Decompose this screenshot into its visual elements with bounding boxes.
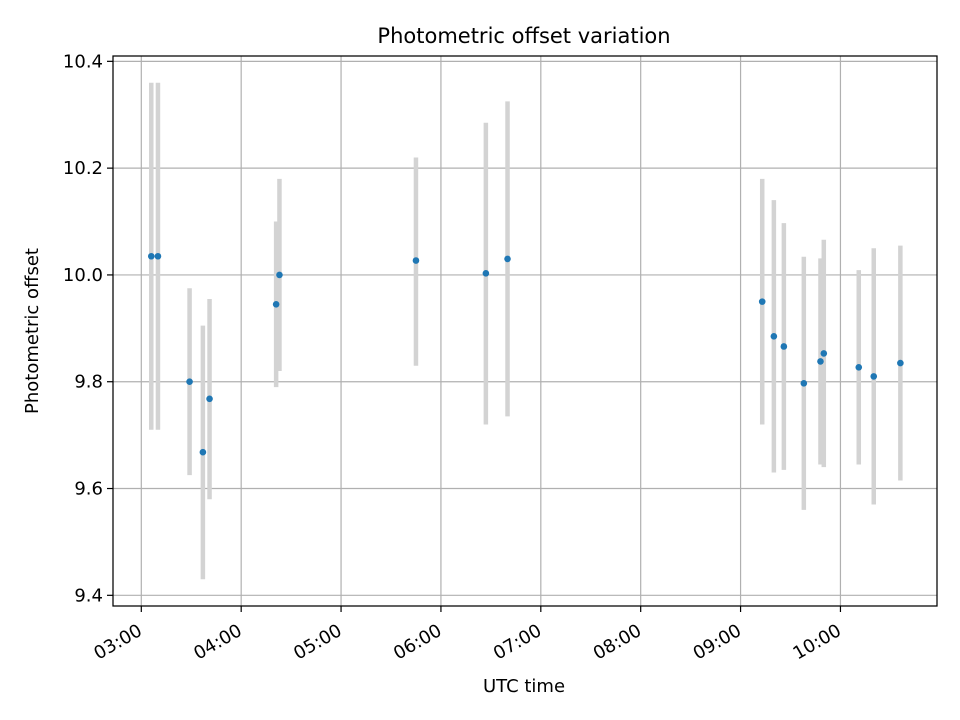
- data-point: [897, 359, 904, 367]
- data-point: [817, 358, 824, 365]
- y-tick-label: 10.2: [63, 158, 103, 179]
- x-tick-label: 10:00: [790, 620, 845, 664]
- grid: [113, 56, 937, 606]
- data-point: [870, 373, 878, 380]
- x-axis-label: UTC time: [483, 676, 565, 697]
- x-tick-label: 04:00: [190, 620, 245, 664]
- y-tick-label: 9.4: [74, 585, 103, 606]
- data-point: [154, 252, 162, 260]
- x-tick-label: 07:00: [490, 620, 545, 664]
- y-tick-label: 9.6: [74, 479, 103, 500]
- data-point: [276, 271, 283, 279]
- data-point: [206, 395, 213, 403]
- data-point: [820, 350, 828, 357]
- x-tick-label: 03:00: [90, 620, 145, 664]
- data-point: [199, 448, 207, 456]
- x-tick-label: 09:00: [690, 620, 745, 664]
- data-point: [482, 270, 490, 277]
- data-point: [758, 298, 766, 305]
- x-tick-label: 08:00: [590, 620, 645, 664]
- data-point: [770, 333, 778, 340]
- x-tick-label: 05:00: [290, 620, 345, 664]
- y-axis-label: Photometric offset: [22, 248, 43, 414]
- data-point: [186, 378, 193, 386]
- chart-title: Photometric offset variation: [377, 24, 670, 48]
- x-tick-label: 06:00: [390, 620, 445, 664]
- data-point: [147, 252, 155, 260]
- y-tick-label: 10.4: [63, 51, 103, 72]
- y-tick-label: 10.0: [63, 265, 103, 286]
- x-axis-ticks: 03:00 04:00 05:00 06:00 07:00 08:00 09:00 10:00: [90, 606, 845, 664]
- data-points: [147, 252, 904, 456]
- y-tick-label: 9.8: [74, 372, 103, 393]
- y-axis-ticks: 9.4 9.6 9.8 10.0 10.2 10.4: [63, 51, 113, 606]
- data-point: [412, 257, 420, 264]
- error-bars: [149, 82, 903, 580]
- data-point: [272, 301, 280, 308]
- plot-frame: [112, 55, 938, 607]
- data-point: [504, 255, 511, 263]
- data-point: [780, 343, 788, 350]
- data-point: [800, 380, 808, 387]
- data-point: [855, 364, 863, 371]
